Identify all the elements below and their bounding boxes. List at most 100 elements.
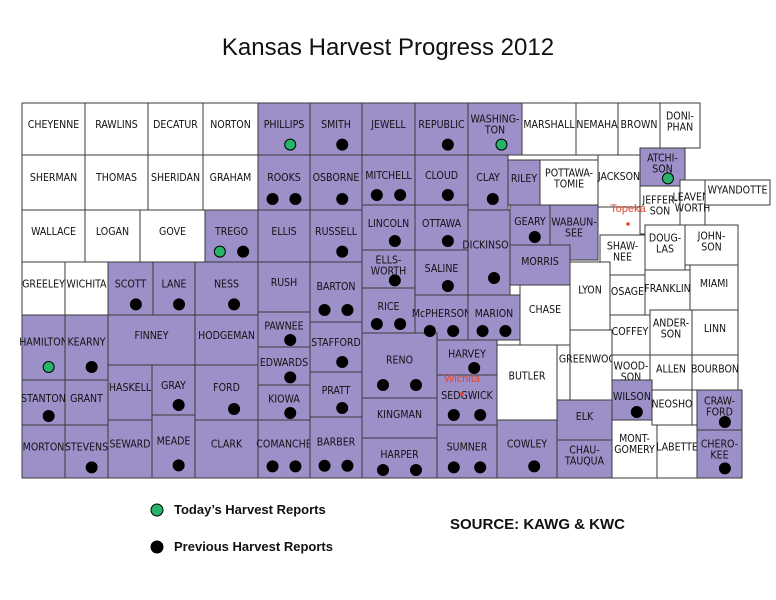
county-label: NESS (214, 278, 239, 290)
county-label: STEVENS (65, 441, 108, 453)
county (21, 102, 86, 156)
county (21, 261, 66, 316)
county (361, 204, 416, 251)
harvest-report-dot (377, 379, 389, 391)
city-label: Wichita (444, 373, 481, 385)
harvest-report-dot (495, 138, 508, 151)
county-label: LINCOLN (368, 218, 409, 230)
harvest-report-dot (237, 245, 250, 258)
county-label: SUMNER (447, 441, 488, 453)
harvest-report-dot (284, 407, 297, 419)
county-label: COMANCHE (256, 438, 311, 450)
county-label: OSAGE (611, 286, 644, 298)
city-marker (460, 392, 464, 396)
county (644, 224, 686, 271)
harvest-report-dot (341, 459, 354, 472)
harvest-report-dot (289, 460, 302, 473)
county-label: GOVE (159, 226, 186, 238)
county-label: LINN (704, 323, 726, 335)
county-label: WASHING-TON (471, 113, 520, 136)
county-label: WABAUN-SEE (551, 217, 597, 240)
county (309, 102, 363, 156)
city-layer: Topeka Wichita (444, 203, 647, 396)
harvest-report-dot (341, 304, 354, 316)
county (644, 269, 691, 316)
county-label: LEAVEN-WORTH (673, 192, 713, 215)
county (309, 416, 363, 479)
county-label: GRANT (70, 393, 103, 405)
county (147, 102, 204, 156)
harvest-report-dot (447, 461, 460, 474)
harvest-report-dot (486, 193, 499, 205)
county (496, 419, 558, 479)
county (139, 209, 206, 263)
harvest-report-dot (172, 399, 185, 411)
county (107, 364, 153, 421)
county-label: NEMAHA (576, 119, 618, 131)
county (467, 209, 511, 296)
harvest-report-dot (528, 231, 541, 243)
county (539, 159, 599, 206)
legend-swatch (150, 540, 164, 554)
harvest-report-dot (441, 189, 454, 201)
harvest-report-dot (474, 409, 487, 421)
county-label: SCOTT (115, 278, 147, 290)
harvest-report-dot (441, 280, 454, 292)
county (414, 249, 469, 296)
county (194, 364, 259, 421)
county-label: CLAY (476, 172, 500, 184)
county-label: CHAU-TAUQUA (564, 444, 605, 467)
county-label: ELK (576, 411, 594, 423)
harvest-report-dot (474, 461, 487, 474)
county-label: DONI-PHAN (666, 110, 694, 133)
county-label: RUSH (271, 277, 298, 289)
county-label: HARPER (380, 449, 419, 461)
county-label: MORTON (23, 441, 65, 453)
county (361, 249, 416, 289)
county-label: SHERMAN (30, 172, 77, 184)
county (611, 419, 658, 479)
county (257, 384, 311, 421)
harvest-report-dot (284, 138, 297, 151)
county-label: CLOUD (425, 170, 458, 182)
county-label: SEDGWICK (441, 390, 493, 402)
county-label: DICKINSON (462, 240, 515, 252)
county (659, 102, 701, 149)
county-label: ANDER-SON (653, 317, 689, 340)
harvest-report-dot (129, 298, 142, 311)
harvest-report-dot (284, 334, 297, 346)
harvest-report-dot (173, 298, 186, 311)
harvest-report-dot (336, 193, 349, 205)
harvest-report-dot (370, 189, 383, 201)
county-label: CHEYENNE (28, 119, 80, 131)
county-label: MONT-GOMERY (614, 433, 655, 456)
county (21, 424, 66, 479)
harvest-report-dot (336, 138, 349, 151)
county-label: FORD (213, 382, 240, 394)
county (691, 354, 739, 391)
county-label: ELLIS (271, 226, 296, 238)
county-label: MIAMI (700, 278, 728, 290)
county (361, 332, 438, 399)
harvest-report-dot (42, 410, 55, 422)
county-label: BARTON (316, 281, 355, 293)
harvest-report-dot (336, 245, 349, 258)
county-label: GREENWOOD (559, 353, 623, 365)
county-label: JACKSON (597, 171, 640, 183)
county (257, 261, 311, 313)
harvest-report-dot (289, 193, 302, 205)
harvest-report-dot (172, 459, 185, 472)
county (257, 154, 311, 211)
county-label: ROOKS (267, 172, 301, 184)
county (575, 102, 619, 156)
county-label: RUSSELL (315, 226, 358, 238)
county-label: OTTAWA (422, 218, 462, 230)
county (704, 179, 771, 206)
county-label: SALINE (425, 263, 459, 275)
county (649, 309, 693, 356)
county-label: MARION (475, 308, 513, 320)
county-label: SMITH (321, 119, 351, 131)
county-label: PHILLIPS (264, 119, 305, 131)
county (257, 419, 311, 479)
county (107, 419, 153, 479)
